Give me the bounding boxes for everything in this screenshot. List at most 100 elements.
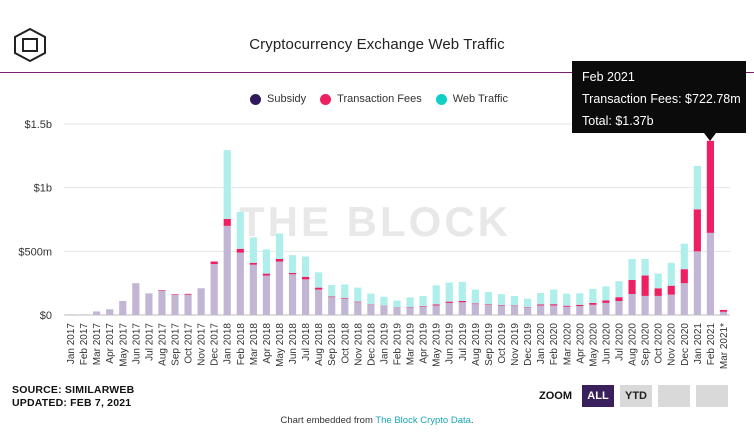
bar-segment[interactable] (236, 248, 244, 253)
bar-segment[interactable] (315, 287, 323, 290)
bar-segment[interactable] (497, 305, 506, 315)
bar-segment[interactable] (328, 296, 336, 298)
legend-item-web-traffic[interactable]: Web Traffic (435, 93, 508, 105)
bar-segment[interactable] (171, 294, 179, 315)
bar-segment[interactable] (537, 305, 545, 315)
bar-segment[interactable] (615, 297, 623, 301)
bar-segment[interactable] (680, 283, 688, 315)
bar-segment[interactable] (341, 284, 349, 298)
bar-segment[interactable] (576, 306, 584, 315)
bar-segment[interactable] (236, 252, 244, 315)
bar-segment[interactable] (445, 301, 453, 303)
bar-segment[interactable] (275, 258, 284, 262)
bar-segment[interactable] (458, 302, 466, 315)
bar-segment[interactable] (550, 289, 558, 305)
bar-segment[interactable] (602, 300, 610, 303)
bar-segment[interactable] (706, 140, 715, 233)
bar-segment[interactable] (471, 303, 479, 305)
bar-segment[interactable] (275, 233, 284, 259)
bar-segment[interactable] (654, 295, 662, 315)
bar-segment[interactable] (288, 255, 297, 273)
bar-segment[interactable] (445, 302, 453, 315)
bar-segment[interactable] (719, 311, 728, 315)
bar-segment[interactable] (550, 304, 558, 306)
bar-segment[interactable] (484, 292, 493, 305)
bar-segment[interactable] (301, 256, 310, 277)
bar-segment[interactable] (158, 290, 166, 315)
bar-segment[interactable] (171, 294, 179, 295)
bar-segment[interactable] (654, 273, 662, 289)
bar-segment[interactable] (158, 290, 166, 291)
bar-segment[interactable] (589, 302, 597, 305)
bar-segment[interactable] (432, 305, 440, 315)
bar-segment[interactable] (641, 258, 649, 276)
bar-segment[interactable] (132, 283, 140, 315)
bar-segment[interactable] (354, 287, 362, 302)
bar-segment[interactable] (432, 285, 440, 305)
bar-segment[interactable] (223, 218, 231, 226)
bar-segment[interactable] (341, 297, 349, 299)
bar-segment[interactable] (223, 225, 231, 315)
bar-segment[interactable] (680, 243, 688, 270)
bar-segment[interactable] (628, 279, 636, 294)
bar-segment[interactable] (615, 300, 623, 315)
bar-segment[interactable] (641, 275, 649, 296)
bar-segment[interactable] (589, 304, 597, 315)
bar-segment[interactable] (315, 272, 323, 288)
bar-segment[interactable] (667, 294, 675, 315)
bar-segment[interactable] (288, 274, 297, 315)
bar-segment[interactable] (341, 298, 349, 315)
bar-segment[interactable] (693, 209, 701, 252)
bar-segment[interactable] (693, 166, 701, 210)
bar-segment[interactable] (706, 232, 715, 315)
bar-segment[interactable] (210, 264, 218, 315)
bar-segment[interactable] (523, 307, 532, 315)
bar-segment[interactable] (719, 309, 728, 312)
bar-segment[interactable] (93, 311, 101, 315)
bar-segment[interactable] (328, 285, 336, 297)
bar-segment[interactable] (497, 294, 506, 305)
bar-segment[interactable] (106, 309, 114, 315)
bar-segment[interactable] (249, 262, 257, 265)
bar-segment[interactable] (523, 298, 532, 307)
bar-segment[interactable] (563, 305, 571, 307)
bar-segment[interactable] (589, 288, 597, 303)
bar-segment[interactable] (354, 302, 362, 315)
bar-segment[interactable] (288, 272, 297, 275)
bar-segment[interactable] (628, 258, 636, 280)
zoom-all-button[interactable]: ALL (582, 385, 614, 407)
bar-segment[interactable] (510, 305, 519, 307)
bar-segment[interactable] (550, 305, 558, 315)
bar-segment[interactable] (667, 285, 675, 295)
bar-segment[interactable] (432, 304, 440, 306)
bar-segment[interactable] (484, 304, 493, 305)
bar-segment[interactable] (210, 261, 218, 265)
bar-segment[interactable] (301, 276, 310, 280)
bar-segment[interactable] (236, 211, 244, 249)
bar-segment[interactable] (66, 314, 75, 315)
bar-segment[interactable] (654, 288, 662, 296)
bar-segment[interactable] (419, 295, 427, 307)
bar-segment[interactable] (328, 297, 336, 315)
bar-segment[interactable] (458, 281, 466, 301)
bar-segment[interactable] (484, 304, 493, 315)
bar-segment[interactable] (419, 306, 427, 307)
legend-item-subsidy[interactable]: Subsidy (250, 93, 306, 105)
bar-segment[interactable] (628, 293, 636, 315)
bar-segment[interactable] (393, 300, 401, 308)
bar-segment[interactable] (667, 262, 675, 286)
bar-segment[interactable] (537, 292, 545, 305)
bar-segment[interactable] (184, 294, 192, 315)
bar-segment[interactable] (262, 273, 271, 276)
bar-segment[interactable] (262, 249, 271, 274)
bar-segment[interactable] (249, 264, 257, 315)
bar-segment[interactable] (615, 281, 623, 298)
bar-segment[interactable] (458, 300, 466, 303)
bar-segment[interactable] (419, 306, 427, 315)
bar-segment[interactable] (602, 302, 610, 315)
bar-segment[interactable] (262, 275, 271, 315)
bar-segment[interactable] (680, 269, 688, 284)
embed-link[interactable]: The Block Crypto Data (375, 415, 471, 426)
bar-segment[interactable] (406, 297, 414, 307)
bar-segment[interactable] (380, 306, 388, 315)
